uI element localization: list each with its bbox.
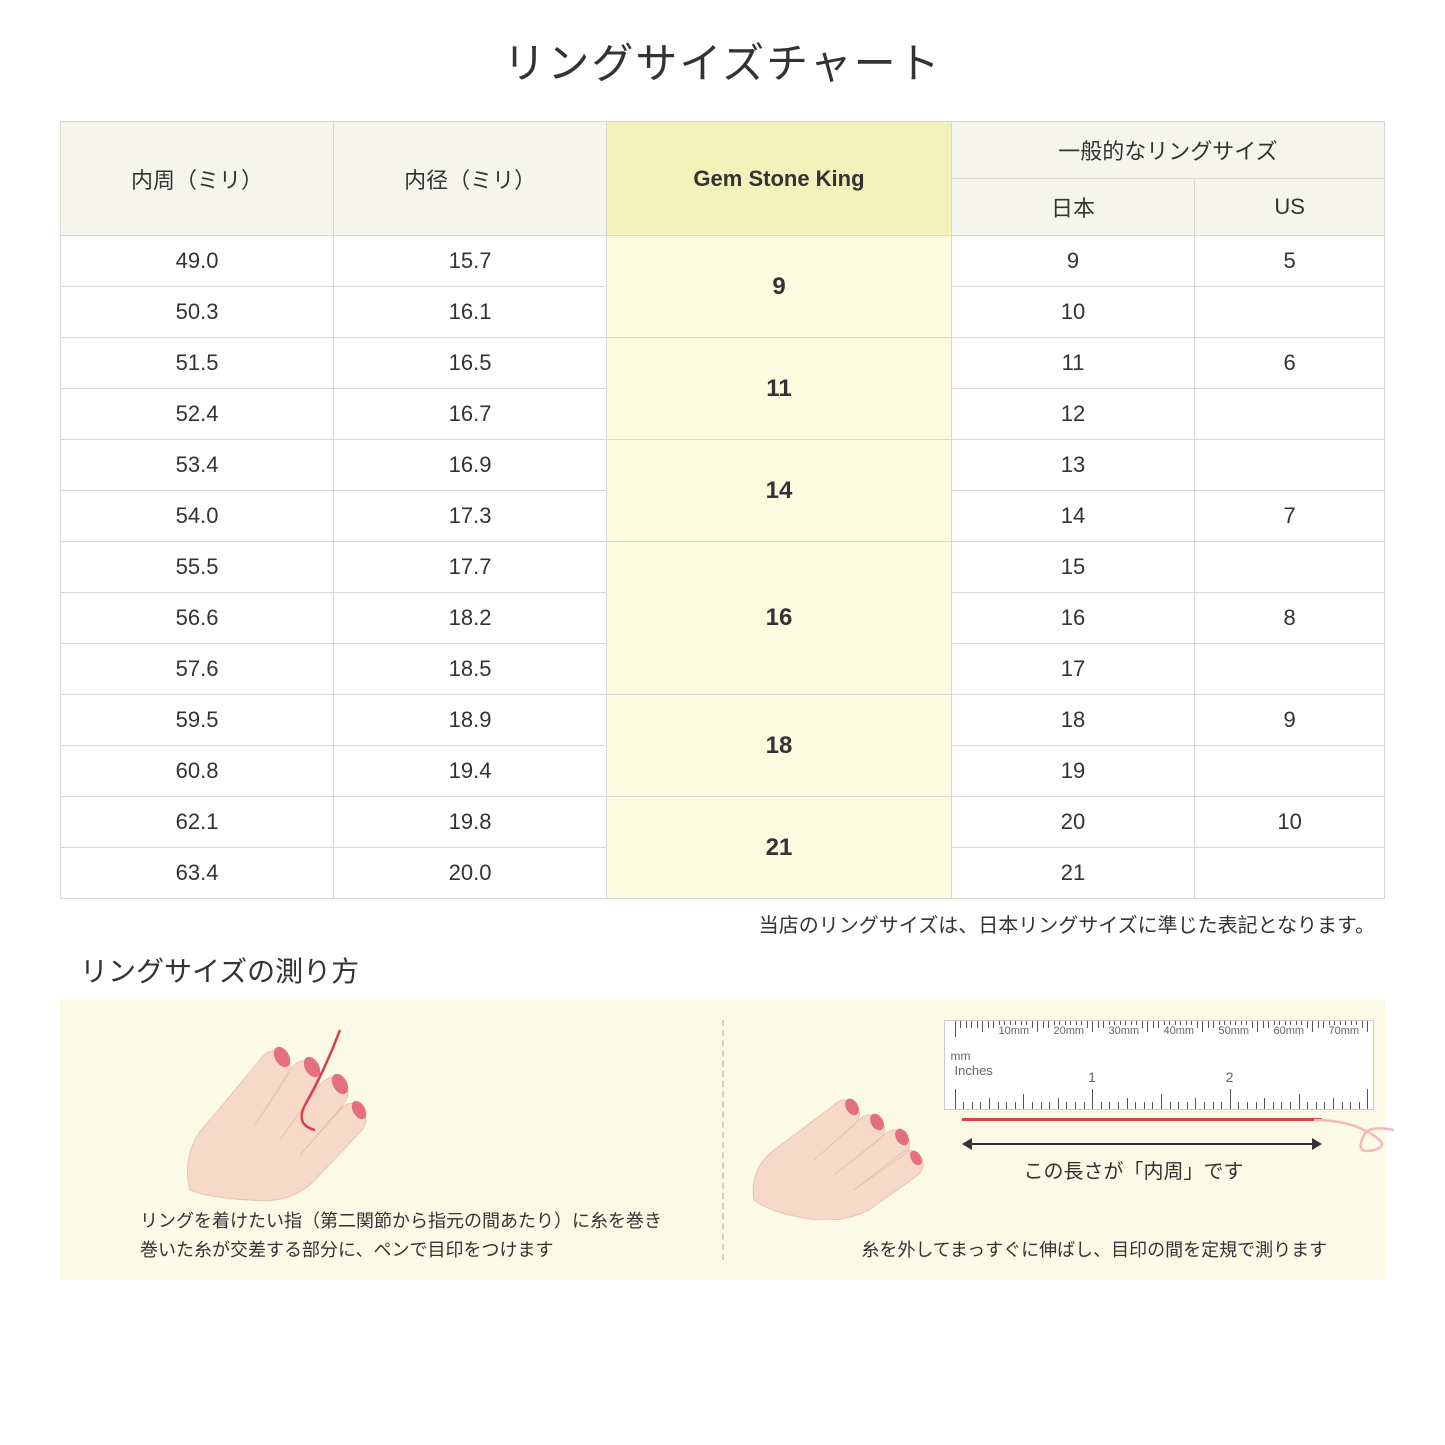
- cell-jp: 17: [951, 644, 1194, 695]
- cell-jp: 12: [951, 389, 1194, 440]
- cell-gsk: 14: [607, 440, 952, 542]
- cell-diam: 18.9: [334, 695, 607, 746]
- cell-circ: 52.4: [61, 389, 334, 440]
- cell-circ: 57.6: [61, 644, 334, 695]
- ruler-mm-unit: mm: [951, 1049, 971, 1063]
- cell-us: [1195, 848, 1385, 899]
- cell-circ: 55.5: [61, 542, 334, 593]
- cell-gsk: 11: [607, 338, 952, 440]
- cell-diam: 18.5: [334, 644, 607, 695]
- table-row: 51.516.511116: [61, 338, 1385, 389]
- cell-circ: 60.8: [61, 746, 334, 797]
- cell-diam: 16.1: [334, 287, 607, 338]
- howto-title: リングサイズの測り方: [80, 950, 1385, 990]
- cell-us: [1195, 440, 1385, 491]
- cell-diam: 15.7: [334, 236, 607, 287]
- cell-diam: 16.5: [334, 338, 607, 389]
- table-row: 53.416.91413: [61, 440, 1385, 491]
- left-caption: リングを着けたい指（第二関節から指元の間あたり）に糸を巻き 巻いた糸が交差する部…: [140, 1207, 682, 1265]
- cell-jp: 11: [951, 338, 1194, 389]
- header-diameter: 内径（ミリ）: [334, 122, 607, 236]
- cell-us: [1195, 644, 1385, 695]
- thread-curl-icon: [1314, 1100, 1414, 1160]
- cell-jp: 15: [951, 542, 1194, 593]
- cell-us: 7: [1195, 491, 1385, 542]
- ruler-mm-label: 50mm: [1218, 1025, 1251, 1037]
- table-row: 55.517.71615: [61, 542, 1385, 593]
- cell-diam: 17.7: [334, 542, 607, 593]
- cell-diam: 19.8: [334, 797, 607, 848]
- header-japan: 日本: [951, 179, 1194, 236]
- table-row: 49.015.7995: [61, 236, 1385, 287]
- cell-jp: 9: [951, 236, 1194, 287]
- header-gemstone: Gem Stone King: [607, 122, 952, 236]
- cell-circ: 62.1: [61, 797, 334, 848]
- cell-gsk: 21: [607, 797, 952, 899]
- cell-diam: 19.4: [334, 746, 607, 797]
- table-row: 59.518.918189: [61, 695, 1385, 746]
- cell-gsk: 9: [607, 236, 952, 338]
- arrow-measure: [962, 1135, 1322, 1155]
- cell-jp: 14: [951, 491, 1194, 542]
- cell-us: [1195, 287, 1385, 338]
- ruler-mm-label: 10mm: [998, 1025, 1031, 1037]
- cell-jp: 21: [951, 848, 1194, 899]
- cell-circ: 54.0: [61, 491, 334, 542]
- ruler-inches-label: Inches: [955, 1063, 993, 1078]
- header-circumference: 内周（ミリ）: [61, 122, 334, 236]
- howto-right: mm Inches 10mm 20mm 30mm 40mm 50mm 60mm 70mm 1 2…: [724, 1000, 1386, 1280]
- ruler-inch-label: 1: [1088, 1069, 1096, 1085]
- cell-circ: 59.5: [61, 695, 334, 746]
- cell-jp: 20: [951, 797, 1194, 848]
- cell-diam: 17.3: [334, 491, 607, 542]
- ruler-mm-label: 40mm: [1163, 1025, 1196, 1037]
- cell-jp: 13: [951, 440, 1194, 491]
- cell-us: 10: [1195, 797, 1385, 848]
- howto-panel: リングを着けたい指（第二関節から指元の間あたり）に糸を巻き 巻いた糸が交差する部…: [60, 1000, 1385, 1280]
- cell-gsk: 16: [607, 542, 952, 695]
- ruler-caption: この長さが「内周」です: [1024, 1155, 1244, 1184]
- cell-circ: 56.6: [61, 593, 334, 644]
- ruler-mm-label: 60mm: [1273, 1025, 1306, 1037]
- cell-jp: 18: [951, 695, 1194, 746]
- cell-diam: 16.9: [334, 440, 607, 491]
- header-us: US: [1195, 179, 1385, 236]
- right-caption: 糸を外してまっすぐに伸ばし、目印の間を定規で測ります: [844, 1236, 1346, 1265]
- cell-us: 5: [1195, 236, 1385, 287]
- cell-jp: 10: [951, 287, 1194, 338]
- cell-gsk: 18: [607, 695, 952, 797]
- ruler-icon: mm Inches 10mm 20mm 30mm 40mm 50mm 60mm 70mm 1 2: [944, 1020, 1374, 1110]
- cell-circ: 50.3: [61, 287, 334, 338]
- footnote: 当店のリングサイズは、日本リングサイズに準じた表記となります。: [60, 909, 1385, 938]
- table-row: 62.119.8212010: [61, 797, 1385, 848]
- cell-jp: 16: [951, 593, 1194, 644]
- hand-wrap-icon: [140, 1010, 440, 1210]
- ruler-inch-label: 2: [1226, 1069, 1234, 1085]
- page-title: リングサイズチャート: [60, 30, 1385, 91]
- cell-diam: 20.0: [334, 848, 607, 899]
- thread-line: [962, 1118, 1322, 1121]
- cell-us: 8: [1195, 593, 1385, 644]
- cell-us: [1195, 389, 1385, 440]
- cell-circ: 51.5: [61, 338, 334, 389]
- ruler-mm-label: 30mm: [1108, 1025, 1141, 1037]
- cell-us: [1195, 746, 1385, 797]
- ring-size-table: 内周（ミリ） 内径（ミリ） Gem Stone King 一般的なリングサイズ …: [60, 121, 1385, 899]
- ruler-mm-label: 20mm: [1053, 1025, 1086, 1037]
- header-general: 一般的なリングサイズ: [951, 122, 1384, 179]
- cell-jp: 19: [951, 746, 1194, 797]
- ruler-mm-label: 70mm: [1328, 1025, 1361, 1037]
- cell-us: 9: [1195, 695, 1385, 746]
- hand-hold-icon: [744, 1080, 964, 1220]
- cell-circ: 63.4: [61, 848, 334, 899]
- howto-left: リングを着けたい指（第二関節から指元の間あたり）に糸を巻き 巻いた糸が交差する部…: [60, 1000, 722, 1280]
- cell-circ: 49.0: [61, 236, 334, 287]
- cell-diam: 18.2: [334, 593, 607, 644]
- cell-circ: 53.4: [61, 440, 334, 491]
- cell-diam: 16.7: [334, 389, 607, 440]
- cell-us: 6: [1195, 338, 1385, 389]
- cell-us: [1195, 542, 1385, 593]
